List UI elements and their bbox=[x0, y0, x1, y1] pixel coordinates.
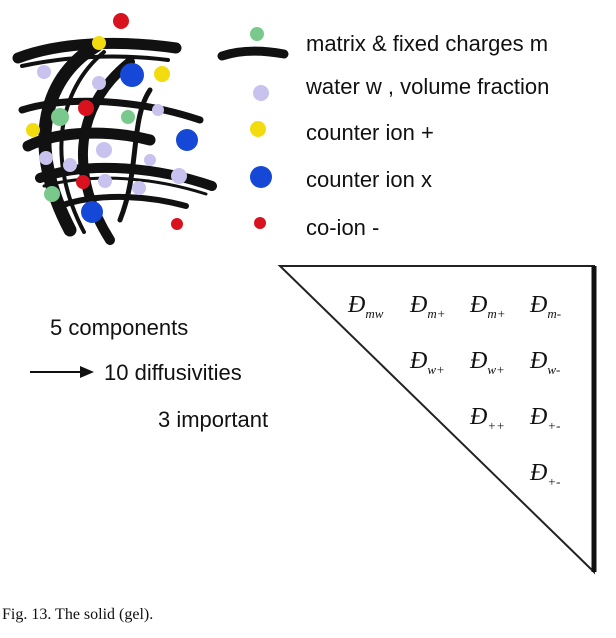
matrix-strands bbox=[12, 37, 217, 245]
arrow-icon bbox=[30, 366, 94, 378]
diffusivities-text: 10 diffusivities bbox=[104, 360, 242, 385]
diffusivity-cell: Đw+ bbox=[470, 348, 505, 377]
legend-label-counter-x: counter ion x bbox=[306, 167, 432, 192]
diffusivity-cell: Đ+- bbox=[530, 460, 561, 489]
important-text: 3 important bbox=[158, 407, 269, 432]
components-text: 5 components bbox=[50, 315, 189, 340]
legend-matrix-marker bbox=[217, 27, 289, 61]
legend-counter-x-marker bbox=[250, 166, 272, 188]
diffusivity-cell: Đm- bbox=[530, 292, 562, 321]
diffusivity-cell: Đmw bbox=[348, 292, 384, 321]
diffusivity-cell: Đm+ bbox=[410, 292, 446, 321]
diffusivity-cell: Đ++ bbox=[470, 404, 505, 433]
legend-markers bbox=[217, 27, 289, 229]
legend-label-co-ion: co-ion - bbox=[306, 215, 380, 240]
diffusivity-cell: Đw+ bbox=[410, 348, 445, 377]
legend-label-counter-plus: counter ion + bbox=[306, 120, 434, 145]
legend-label-matrix: matrix & fixed charges m bbox=[306, 31, 549, 56]
diffusivity-cell: Đm+ bbox=[470, 292, 506, 321]
legend-co-ion-marker bbox=[254, 217, 266, 229]
gel-illustration bbox=[12, 13, 217, 245]
diffusivity-triangle bbox=[277, 265, 597, 575]
particles bbox=[26, 13, 198, 230]
diffusivity-cell: Đ+- bbox=[530, 404, 561, 433]
legend-water-marker bbox=[253, 85, 269, 101]
legend-label-water: water w , volume fraction bbox=[306, 74, 550, 99]
diffusivity-cell: Đw- bbox=[530, 348, 561, 377]
figure-caption: Fig. 13. The solid (gel). bbox=[2, 606, 154, 623]
legend-counter-plus-marker bbox=[250, 121, 266, 137]
